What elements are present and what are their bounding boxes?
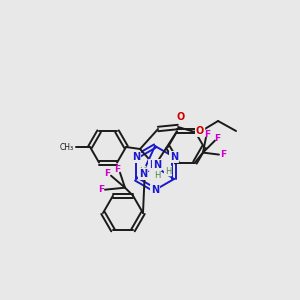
Text: O: O [196, 126, 204, 136]
Text: N: N [151, 185, 159, 195]
Text: O: O [177, 112, 185, 122]
Text: N: N [139, 169, 147, 179]
Text: F: F [220, 150, 226, 159]
Text: F: F [214, 134, 220, 143]
Text: H: H [139, 167, 145, 176]
Text: CH₃: CH₃ [60, 142, 74, 152]
Text: N: N [153, 160, 161, 170]
Text: F: F [114, 165, 120, 174]
Text: F: F [98, 185, 104, 194]
Text: H: H [154, 172, 160, 181]
Text: F: F [104, 169, 110, 178]
Text: N: N [149, 160, 157, 170]
Text: F: F [204, 130, 210, 139]
Text: H: H [165, 167, 171, 176]
Text: N: N [170, 152, 178, 162]
Text: N: N [132, 152, 140, 162]
